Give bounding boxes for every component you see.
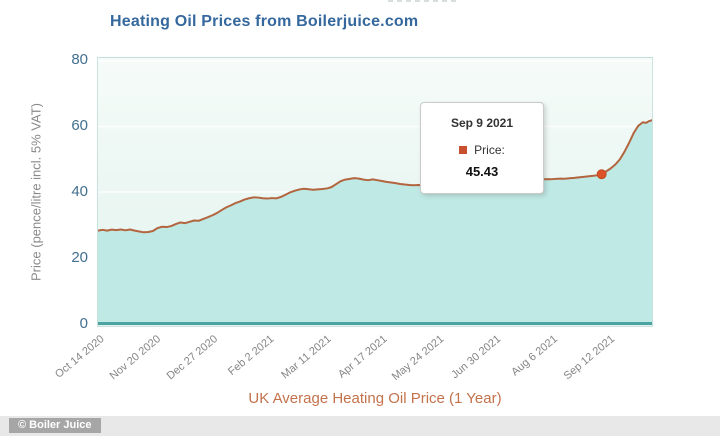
y-tick-label: 40 [71, 183, 88, 200]
y-tick-label: 0 [79, 315, 88, 332]
watermark-badge: © Boiler Juice [9, 418, 101, 433]
y-tick-label: 20 [71, 249, 88, 266]
tooltip-series-row: Price: [421, 143, 543, 157]
x-tick-label: Aug 6 2021 [509, 333, 561, 379]
price-line [98, 119, 652, 234]
highlight-marker [596, 169, 607, 180]
series-square-icon [459, 146, 468, 154]
x-tick-label: Mar 11 2021 [279, 333, 334, 382]
x-tick-label: Feb 2 2021 [226, 333, 277, 378]
y-tick-label: 80 [71, 51, 88, 68]
x-axis-line [98, 322, 652, 326]
x-tick-label: May 24 2021 [390, 333, 447, 384]
chart-subtitle: UK Average Heating Oil Price (1 Year) [248, 390, 502, 407]
plot-area[interactable] [97, 57, 653, 327]
x-tick-label: Jun 30 2021 [449, 333, 504, 382]
cropped-header-artifact [388, 0, 460, 2]
tooltip-date: Sep 9 2021 [450, 116, 514, 130]
x-tick-label: Oct 14 2020 [53, 333, 107, 381]
price-area-fill [98, 120, 652, 324]
footer-strip: © Boiler Juice [0, 416, 720, 436]
x-tick-label: Nov 20 2020 [107, 333, 164, 383]
price-area-chart [98, 60, 652, 326]
y-tick-label: 60 [71, 117, 88, 134]
tooltip-value: 45.43 [465, 164, 499, 179]
tooltip-series-label: Price: [474, 143, 505, 157]
x-tick-label: Dec 27 2020 [164, 333, 221, 383]
page-title: Heating Oil Prices from Boilerjuice.com [110, 13, 419, 30]
tooltip: Sep 9 2021 Price: 45.43 [420, 102, 544, 194]
x-tick-label: Apr 17 2021 [336, 333, 391, 381]
x-tick-label: Sep 12 2021 [561, 333, 617, 383]
